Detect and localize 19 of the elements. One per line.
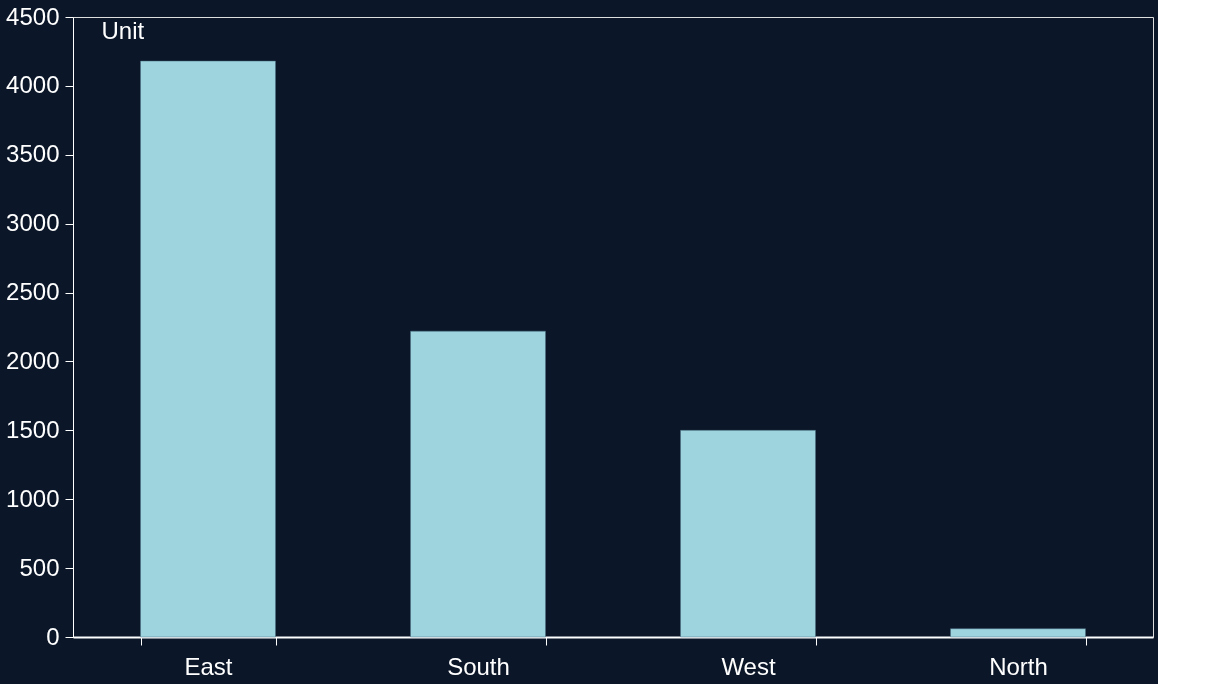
y-tick-label: 500 [19,553,60,581]
bar [680,430,816,638]
y-tick-label: 1500 [6,415,60,443]
y-tick-label: 2000 [6,346,60,374]
bar [140,60,276,638]
y-tick-label: 3000 [6,209,60,237]
x-tick-label: North [989,652,1048,680]
y-tick-label: 2500 [6,278,60,306]
y-tick-label: 3500 [6,140,60,168]
y-axis-title: Unit [101,16,145,44]
x-tick-label: East [184,652,233,680]
bar [410,330,546,638]
y-tick-label: 0 [46,622,60,650]
y-tick-label: 4500 [6,2,60,30]
x-tick-label: West [721,652,776,680]
bar [950,628,1086,638]
x-tick-label: South [447,652,510,680]
y-tick-label: 1000 [6,484,60,512]
y-tick-label: 4000 [6,71,60,99]
